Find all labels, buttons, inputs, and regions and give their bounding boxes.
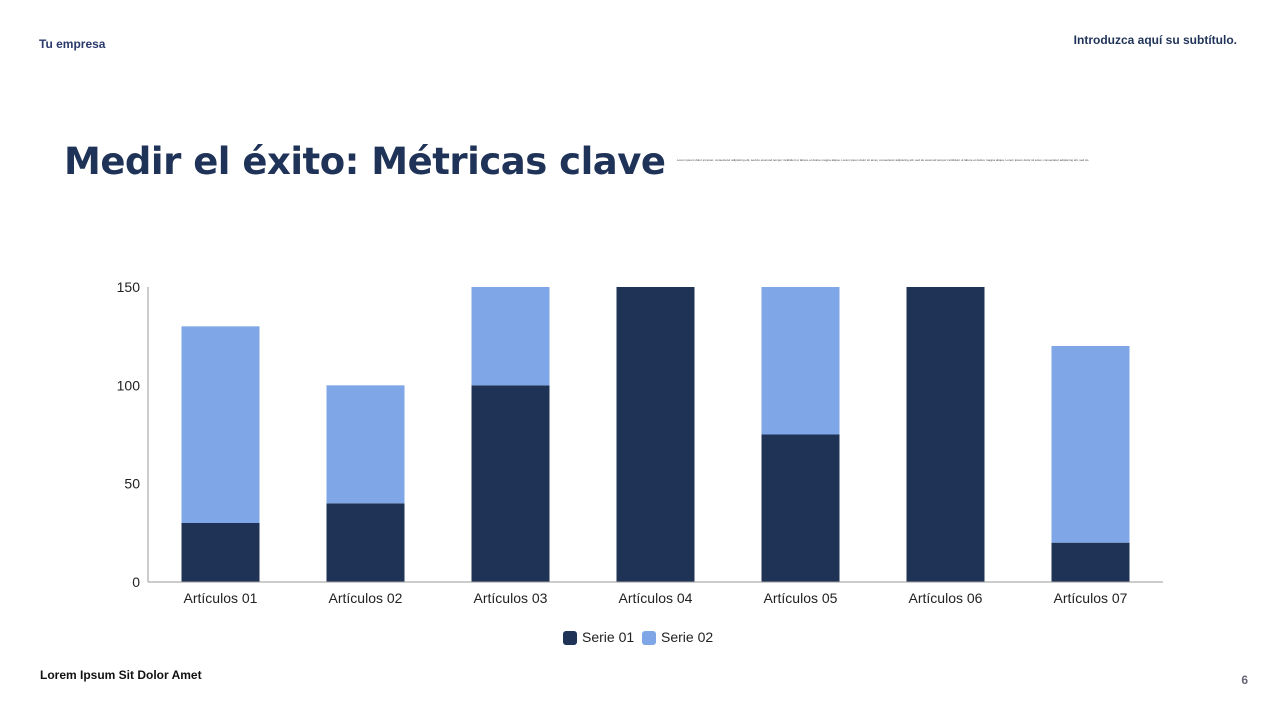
x-tick-label: Artículos 07 [1054,590,1128,606]
x-tick-label: Artículos 05 [764,590,838,606]
bar-2-3 [471,287,550,386]
body-text: Lorem ipsum dolor sit amet, consectetur … [677,158,1089,162]
bar-1-5 [761,434,840,582]
bar-1-2 [326,503,405,582]
subtitle: Introduzca aquí su subtítulo. [1073,33,1237,47]
bar-2-1 [181,326,260,523]
page-number: 6 [1241,673,1248,687]
legend-label: Serie 02 [661,629,713,645]
legend-swatch-2 [642,631,656,645]
y-tick-label: 50 [124,476,140,492]
y-tick-label: 0 [132,574,140,590]
footer-text: Lorem Ipsum Sit Dolor Amet [40,668,202,682]
x-tick-label: Artículos 06 [909,590,983,606]
bar-2-5 [761,287,840,435]
x-tick-label: Artículos 03 [474,590,548,606]
bar-1-3 [471,385,550,582]
x-tick-label: Artículos 04 [619,590,693,606]
x-tick-label: Artículos 02 [329,590,403,606]
bar-1-6 [906,287,985,582]
y-tick-label: 100 [117,377,141,393]
legend-label: Serie 01 [582,629,634,645]
company-name: Tu empresa [39,37,106,51]
bar-1-1 [181,523,260,582]
page-title: Medir el éxito: Métricas clave [64,140,666,183]
bar-1-4 [616,287,695,582]
bar-1-7 [1051,542,1130,582]
y-tick-label: 150 [117,279,141,295]
bar-2-7 [1051,346,1130,543]
x-tick-label: Artículos 01 [184,590,258,606]
bar-2-2 [326,385,405,504]
legend-swatch-1 [563,631,577,645]
